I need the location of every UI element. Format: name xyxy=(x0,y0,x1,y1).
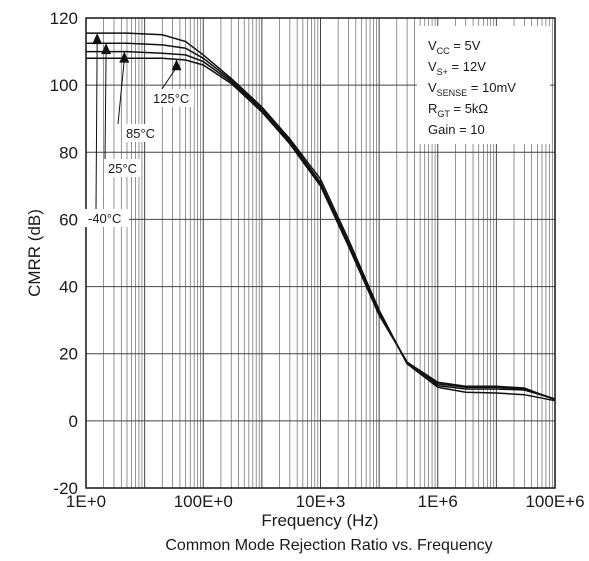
callout-leader-line xyxy=(117,59,125,125)
y-tick-label: 100 xyxy=(50,76,78,95)
callout-label-background xyxy=(150,89,194,107)
condition-line: VS+ = 12V xyxy=(428,59,486,77)
callout-label: -40°C xyxy=(88,211,121,226)
condition-line: RGT = 5kΩ xyxy=(428,101,488,119)
condition-main: R xyxy=(428,101,437,116)
callout-label: 125°C xyxy=(153,91,189,106)
plot-frame xyxy=(85,17,556,489)
callout-label: 25°C xyxy=(108,161,137,176)
callout-label-background xyxy=(105,159,141,177)
callout-label: 85°C xyxy=(126,126,155,141)
condition-subscript: SENSE xyxy=(437,88,468,98)
y-tick-label: 60 xyxy=(59,210,78,229)
y-tick-label: -20 xyxy=(53,479,78,498)
callout-leader-line xyxy=(161,67,177,90)
condition-main: V xyxy=(428,38,437,53)
condition-value: = 5V xyxy=(450,38,481,53)
callout-arrowhead xyxy=(119,51,130,63)
y-tick-label: 40 xyxy=(59,278,78,297)
callout-arrowhead xyxy=(171,59,182,71)
series-line-4 xyxy=(86,57,556,401)
condition-value: = 10mV xyxy=(467,80,516,95)
condition-main: V xyxy=(428,59,437,74)
condition-subscript: CC xyxy=(437,46,450,56)
x-axis-ticks: 1E+0 100E+0 10E+3 1E+6 100E+6 xyxy=(66,492,585,511)
condition-main: Gain = 10 xyxy=(428,122,485,137)
callout-label-background xyxy=(123,124,159,142)
chart-caption: Common Mode Rejection Ratio vs. Frequenc… xyxy=(165,537,492,554)
y-tick-label: 120 xyxy=(50,9,78,28)
callout-arrowhead xyxy=(101,43,112,55)
callout-label-background xyxy=(85,209,129,227)
y-tick-label: 20 xyxy=(59,345,78,364)
y-tick-label: 80 xyxy=(59,143,78,162)
series-line-1 xyxy=(86,32,556,402)
condition-main: V xyxy=(428,80,437,95)
condition-line: Gain = 10 xyxy=(428,122,485,137)
conditions-box-background xyxy=(417,26,550,144)
condition-value: = 12V xyxy=(448,59,486,74)
series-group xyxy=(86,32,556,402)
callout-arrowhead xyxy=(92,33,103,45)
series-line-3 xyxy=(86,50,556,400)
x-tick-label: 100E+0 xyxy=(174,492,233,511)
x-tick-label: 10E+3 xyxy=(296,492,346,511)
condition-value: = 5kΩ xyxy=(450,101,489,116)
condition-subscript: S+ xyxy=(437,67,448,77)
series-line-2 xyxy=(86,42,556,400)
y-tick-label: 0 xyxy=(69,412,78,431)
y-axis-ticks: -20 0 20 40 60 80 100 120 xyxy=(50,9,78,498)
callout-leader-line xyxy=(95,41,98,210)
callout-leader-line xyxy=(104,51,107,160)
x-tick-label: 1E+6 xyxy=(418,492,458,511)
condition-line: VSENSE = 10mV xyxy=(428,80,516,98)
x-axis-title: Frequency (Hz) xyxy=(261,511,378,530)
callout-group: 125°C 85°C 25°C -40°C xyxy=(85,33,194,227)
y-axis-title: CMRR (dB) xyxy=(25,209,44,297)
x-tick-label: 100E+6 xyxy=(525,492,584,511)
condition-line: VCC = 5V xyxy=(428,38,481,56)
x-tick-label: 1E+0 xyxy=(66,492,106,511)
condition-subscript: GT xyxy=(437,109,450,119)
